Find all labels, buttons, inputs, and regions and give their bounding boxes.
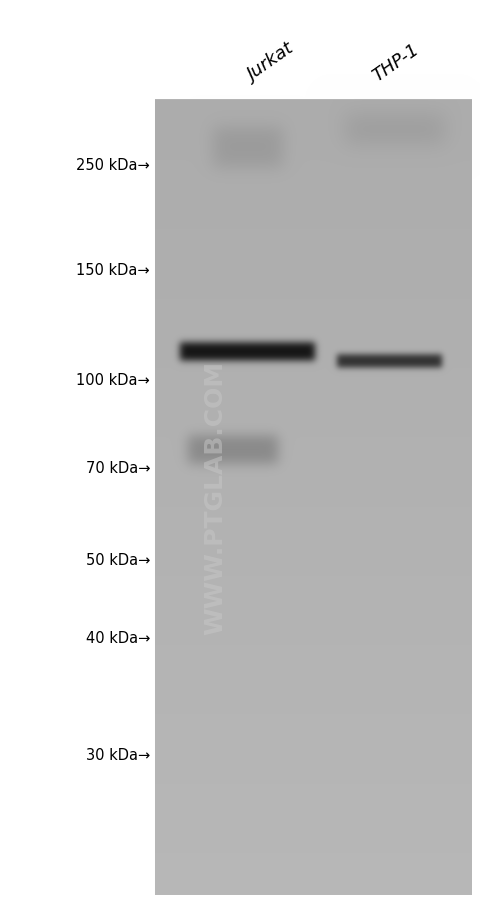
Text: WWW.PTGLAB.COM: WWW.PTGLAB.COM [203,361,227,634]
Text: 50 kDa→: 50 kDa→ [85,553,150,567]
Text: 250 kDa→: 250 kDa→ [76,158,150,172]
Text: Jurkat: Jurkat [245,41,298,85]
Text: 30 kDa→: 30 kDa→ [86,748,150,762]
Text: 150 kDa→: 150 kDa→ [76,262,150,278]
Text: THP-1: THP-1 [370,41,423,85]
Text: 40 kDa→: 40 kDa→ [85,630,150,646]
Text: 70 kDa→: 70 kDa→ [85,461,150,475]
Text: 100 kDa→: 100 kDa→ [76,373,150,388]
